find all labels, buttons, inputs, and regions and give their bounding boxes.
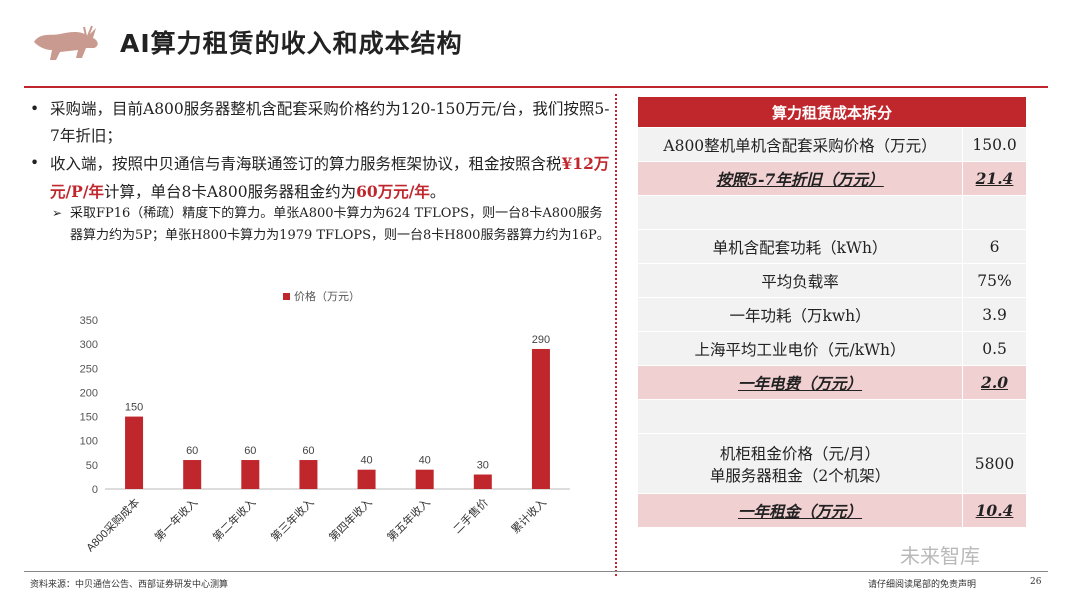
table-row: 一年功耗（万kwh） 3.9 bbox=[636, 297, 1027, 332]
table-value-cell: 6 bbox=[962, 229, 1027, 264]
sub-bullet-compute: ➢ 采取FP16（稀疏）精度下的算力。单张A800卡算力为624 TFLOPS，… bbox=[52, 203, 610, 246]
disclaimer-note: 请仔细阅读尾部的免责声明 bbox=[868, 580, 977, 590]
source-note: 资料来源：中贝通信公告、西部证券研发中心测算 bbox=[30, 580, 229, 590]
header-divider bbox=[24, 86, 1048, 88]
x-tick-label: 第一年收入 bbox=[152, 495, 201, 544]
arrow-bullet-icon: ➢ bbox=[52, 206, 63, 220]
y-tick-label: 100 bbox=[80, 436, 98, 448]
y-tick-label: 300 bbox=[80, 339, 98, 351]
data-label: 60 bbox=[302, 445, 314, 457]
y-tick-label: 350 bbox=[80, 315, 98, 327]
table-value-cell: 21.4 bbox=[962, 161, 1027, 196]
data-label: 60 bbox=[186, 445, 198, 457]
table-label-cell: A800整机单机含配套采购价格（万元） bbox=[636, 127, 964, 162]
x-tick-label: 第二年收入 bbox=[210, 495, 259, 544]
x-tick-label: 第三年收入 bbox=[268, 495, 317, 544]
table-value-cell: 2.0 bbox=[962, 365, 1027, 400]
x-tick-label: 第四年收入 bbox=[326, 495, 375, 544]
page-title: AI算力租赁的收入和成本结构 bbox=[120, 29, 463, 58]
table-row bbox=[636, 195, 1027, 230]
bull-logo-icon bbox=[34, 25, 98, 60]
sub-bullet-text: 采取FP16（稀疏）精度下的算力。单张A800卡算力为624 TFLOPS，则一… bbox=[70, 206, 610, 243]
legend-swatch bbox=[283, 293, 290, 300]
table-row: 单机含配套功耗（kWh） 6 bbox=[636, 229, 1027, 264]
y-tick-label: 200 bbox=[80, 387, 98, 399]
table-row bbox=[636, 399, 1027, 434]
table-row: 上海平均工业电价（元/kWh） 0.5 bbox=[636, 331, 1027, 366]
bullet-purchase: • 采购端，目前A800服务器整机含配套采购价格约为120-150万元/台，我们… bbox=[30, 96, 610, 150]
bullet-revenue-pre: 收入端，按照中贝通信与青海联通签订的算力服务框架协议，租金按照含税 bbox=[50, 155, 562, 173]
data-label: 40 bbox=[360, 455, 372, 467]
data-label: 60 bbox=[244, 445, 256, 457]
data-label: 150 bbox=[125, 402, 143, 414]
table-label-cell: 上海平均工业电价（元/kWh） bbox=[636, 331, 964, 366]
table-label-cell: 单机含配套功耗（kWh） bbox=[636, 229, 964, 264]
bar bbox=[473, 474, 492, 489]
x-tick-label: 累计收入 bbox=[508, 495, 549, 536]
x-tick-label: A800采购成本 bbox=[83, 495, 142, 554]
table-label-cell bbox=[636, 195, 964, 230]
table-label-cell: 平均负载率 bbox=[636, 263, 964, 298]
bar bbox=[357, 469, 376, 489]
table-value-cell: 0.5 bbox=[962, 331, 1027, 366]
bar bbox=[299, 460, 318, 489]
table-row: A800整机单机含配套采购价格（万元） 150.0 bbox=[636, 127, 1027, 162]
bar bbox=[531, 348, 550, 489]
y-tick-label: 50 bbox=[86, 460, 98, 472]
table-label-cell: 一年电费（万元） bbox=[636, 365, 964, 400]
price-bar-chart: 价格（万元） 0 50 100 150 200 250 300 350 150 A800采购成本 60… bbox=[80, 289, 570, 554]
table-value-cell: 5800 bbox=[962, 433, 1027, 494]
table-label-cell: 按照5-7年折旧（万元） bbox=[636, 161, 964, 196]
table-value-cell: 75% bbox=[962, 263, 1027, 298]
y-tick-label: 0 bbox=[92, 484, 98, 496]
table-value-cell bbox=[962, 399, 1027, 434]
footer-divider bbox=[24, 571, 1048, 572]
bullet-dot-icon: • bbox=[30, 154, 40, 172]
table-row: 按照5-7年折旧（万元） 21.4 bbox=[636, 161, 1027, 196]
table-label-cell: 一年功耗（万kwh） bbox=[636, 297, 964, 332]
table-header-cell: 算力租赁成本拆分 bbox=[637, 96, 1027, 128]
data-label: 40 bbox=[419, 455, 431, 467]
bar bbox=[183, 460, 202, 489]
table-row: 机柜租金价格（元/月） 单服务器租金（2个机架） 5800 bbox=[636, 433, 1027, 494]
rent-annual-highlight: 60万元/年 bbox=[356, 182, 430, 201]
table-value-cell: 150.0 bbox=[962, 127, 1027, 162]
table-row: 一年租金（万元） 10.4 bbox=[636, 493, 1027, 528]
bar bbox=[415, 469, 434, 489]
bullet-revenue: • 收入端，按照中贝通信与青海联通签订的算力服务框架协议，租金按照含税¥12万元… bbox=[30, 150, 610, 206]
bar bbox=[241, 460, 260, 489]
watermark: 未来智库 bbox=[900, 544, 980, 568]
table-header-row: 算力租赁成本拆分 bbox=[637, 96, 1027, 128]
y-tick-label: 250 bbox=[80, 363, 98, 375]
bullet-dot-icon: • bbox=[30, 100, 40, 118]
table-label-cell: 机柜租金价格（元/月） 单服务器租金（2个机架） bbox=[636, 433, 964, 494]
table-label-cell: 一年租金（万元） bbox=[636, 493, 964, 528]
x-tick-label: 第五年收入 bbox=[384, 495, 433, 544]
rent-rate-highlight: ¥12万元/P/年 bbox=[50, 154, 610, 201]
table-value-cell: 3.9 bbox=[962, 297, 1027, 332]
bullet-purchase-text: 采购端，目前A800服务器整机含配套采购价格约为120-150万元/台，我们按照… bbox=[50, 100, 610, 145]
y-tick-label: 150 bbox=[80, 412, 98, 424]
data-label: 30 bbox=[477, 460, 489, 472]
x-tick-label: 二手售价 bbox=[450, 495, 491, 536]
bar bbox=[125, 416, 144, 489]
page-number: 26 bbox=[1030, 577, 1042, 587]
table-row: 平均负载率 75% bbox=[636, 263, 1027, 298]
bullet-revenue-mid: 计算，单台8卡A800服务器租金约为 bbox=[103, 183, 357, 201]
data-label: 290 bbox=[532, 334, 550, 346]
table-label-cell bbox=[636, 399, 964, 434]
vertical-divider bbox=[615, 94, 617, 576]
cost-breakdown-table: 算力租赁成本拆分 A800整机单机含配套采购价格（万元） 150.0 按照5-7年折旧… bbox=[636, 96, 1027, 528]
table-row: 一年电费（万元） 2.0 bbox=[636, 365, 1027, 400]
legend-label: 价格（万元） bbox=[294, 289, 360, 303]
table-value-cell bbox=[962, 195, 1027, 230]
bullet-revenue-post: 。 bbox=[429, 183, 446, 201]
bullet-revenue-text: 收入端，按照中贝通信与青海联通签订的算力服务框架协议，租金按照含税¥12万元/P… bbox=[50, 150, 610, 206]
table-value-cell: 10.4 bbox=[962, 493, 1027, 528]
